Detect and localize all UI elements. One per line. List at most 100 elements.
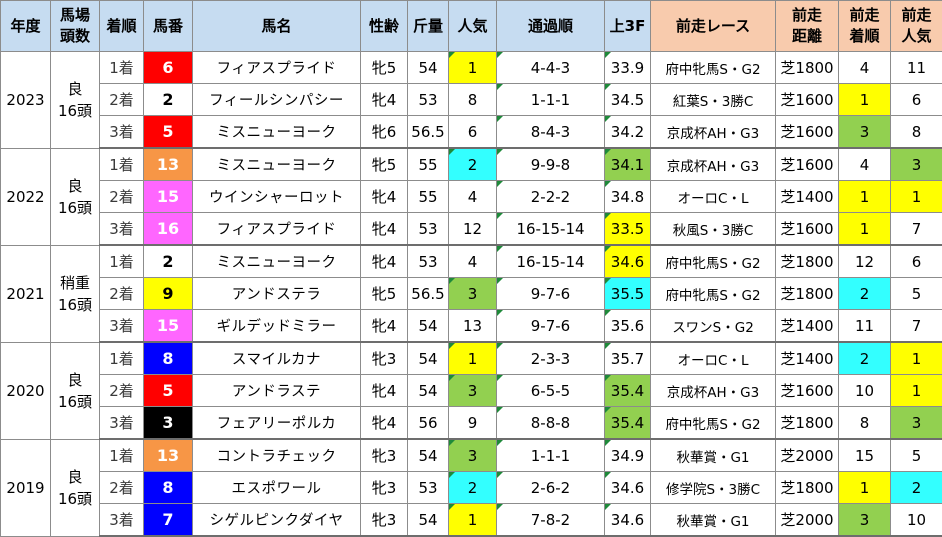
prev-popularity-cell: 3 — [891, 148, 942, 181]
prev-distance-cell: 芝1400 — [776, 310, 839, 343]
passing-order-cell: 6-5-5 — [497, 375, 605, 407]
horse-name-cell: フィアスプライド — [193, 213, 361, 246]
sex-age-cell: 牝3 — [361, 472, 408, 504]
sex-age-cell: 牝4 — [361, 245, 408, 278]
place-cell: 1着 — [100, 342, 144, 375]
weight-cell: 55 — [408, 181, 449, 213]
sex-age-cell: 牝4 — [361, 213, 408, 246]
horse-name-cell: スマイルカナ — [193, 342, 361, 375]
horse-name-cell: フィールシンパシー — [193, 84, 361, 116]
weight-cell: 54 — [408, 504, 449, 537]
header-pop: 人気 — [449, 1, 497, 52]
passing-order-cell: 9-9-8 — [497, 148, 605, 181]
place-cell: 1着 — [100, 148, 144, 181]
sex-age-cell: 牝4 — [361, 407, 408, 440]
runners-label: 16頭 — [51, 100, 99, 122]
header-prev-pop: 前走人気 — [891, 1, 942, 52]
prev-distance-cell: 芝1800 — [776, 407, 839, 440]
weight-cell: 54 — [408, 310, 449, 343]
prev-race-cell: 府中牝馬S・G2 — [651, 245, 776, 278]
horse-name-cell: コントラチェック — [193, 439, 361, 472]
header-name: 馬名 — [193, 1, 361, 52]
prev-popularity-cell: 5 — [891, 278, 942, 310]
popularity-cell: 3 — [449, 375, 497, 407]
gate-number-cell: 9 — [144, 278, 193, 310]
header-l3f: 上3F — [605, 1, 651, 52]
popularity-cell: 3 — [449, 278, 497, 310]
popularity-cell: 3 — [449, 439, 497, 472]
prev-race-cell: 府中牝馬S・G2 — [651, 52, 776, 84]
header-pass: 通過順 — [497, 1, 605, 52]
last-3f-cell: 35.4 — [605, 407, 651, 440]
popularity-cell: 9 — [449, 407, 497, 440]
going-label: 稍重 — [51, 272, 99, 294]
prev-distance-cell: 芝2000 — [776, 439, 839, 472]
prev-place-cell: 10 — [839, 375, 891, 407]
last-3f-cell: 34.1 — [605, 148, 651, 181]
place-cell: 2着 — [100, 84, 144, 116]
passing-order-cell: 2-3-3 — [497, 342, 605, 375]
weight-cell: 53 — [408, 472, 449, 504]
header-prev-dist: 前走距離 — [776, 1, 839, 52]
prev-race-cell: 府中牝馬S・G2 — [651, 407, 776, 440]
horse-name-cell: アンドステラ — [193, 278, 361, 310]
header-sexage: 性齢 — [361, 1, 408, 52]
passing-order-cell: 8-4-3 — [497, 116, 605, 149]
popularity-cell: 4 — [449, 245, 497, 278]
passing-order-cell: 9-7-6 — [497, 310, 605, 343]
prev-distance-cell: 芝1600 — [776, 148, 839, 181]
going-label: 良 — [51, 369, 99, 391]
gate-number-cell: 15 — [144, 181, 193, 213]
weight-cell: 55 — [408, 148, 449, 181]
horse-name-cell: ミスニューヨーク — [193, 116, 361, 149]
last-3f-cell: 34.9 — [605, 439, 651, 472]
popularity-cell: 6 — [449, 116, 497, 149]
prev-place-cell: 15 — [839, 439, 891, 472]
prev-race-cell: 京成杯AH・G3 — [651, 375, 776, 407]
gate-number-cell: 15 — [144, 310, 193, 343]
passing-order-cell: 7-8-2 — [497, 504, 605, 537]
prev-place-cell: 8 — [839, 407, 891, 440]
last-3f-cell: 33.5 — [605, 213, 651, 246]
going-label: 良 — [51, 175, 99, 197]
place-cell: 3着 — [100, 213, 144, 246]
gate-number-cell: 2 — [144, 84, 193, 116]
prev-place-cell: 1 — [839, 213, 891, 246]
header-year: 年度 — [1, 1, 51, 52]
place-cell: 2着 — [100, 375, 144, 407]
prev-place-cell: 4 — [839, 148, 891, 181]
place-cell: 3着 — [100, 116, 144, 149]
prev-distance-cell: 芝1800 — [776, 472, 839, 504]
passing-order-cell: 4-4-3 — [497, 52, 605, 84]
prev-distance-cell: 芝1600 — [776, 84, 839, 116]
prev-place-cell: 3 — [839, 504, 891, 537]
header-num: 馬番 — [144, 1, 193, 52]
weight-cell: 56 — [408, 407, 449, 440]
place-cell: 1着 — [100, 52, 144, 84]
prev-race-cell: 京成杯AH・G3 — [651, 148, 776, 181]
header-prev-race: 前走レース — [651, 1, 776, 52]
popularity-cell: 1 — [449, 52, 497, 84]
passing-order-cell: 16-15-14 — [497, 245, 605, 278]
horse-name-cell: ミスニューヨーク — [193, 245, 361, 278]
weight-cell: 54 — [408, 375, 449, 407]
gate-number-cell: 13 — [144, 439, 193, 472]
gate-number-cell: 8 — [144, 342, 193, 375]
runners-label: 16頭 — [51, 294, 99, 316]
prev-race-cell: 京成杯AH・G3 — [651, 116, 776, 149]
popularity-cell: 13 — [449, 310, 497, 343]
prev-race-cell: 修学院S・3勝C — [651, 472, 776, 504]
passing-order-cell: 1-1-1 — [497, 439, 605, 472]
